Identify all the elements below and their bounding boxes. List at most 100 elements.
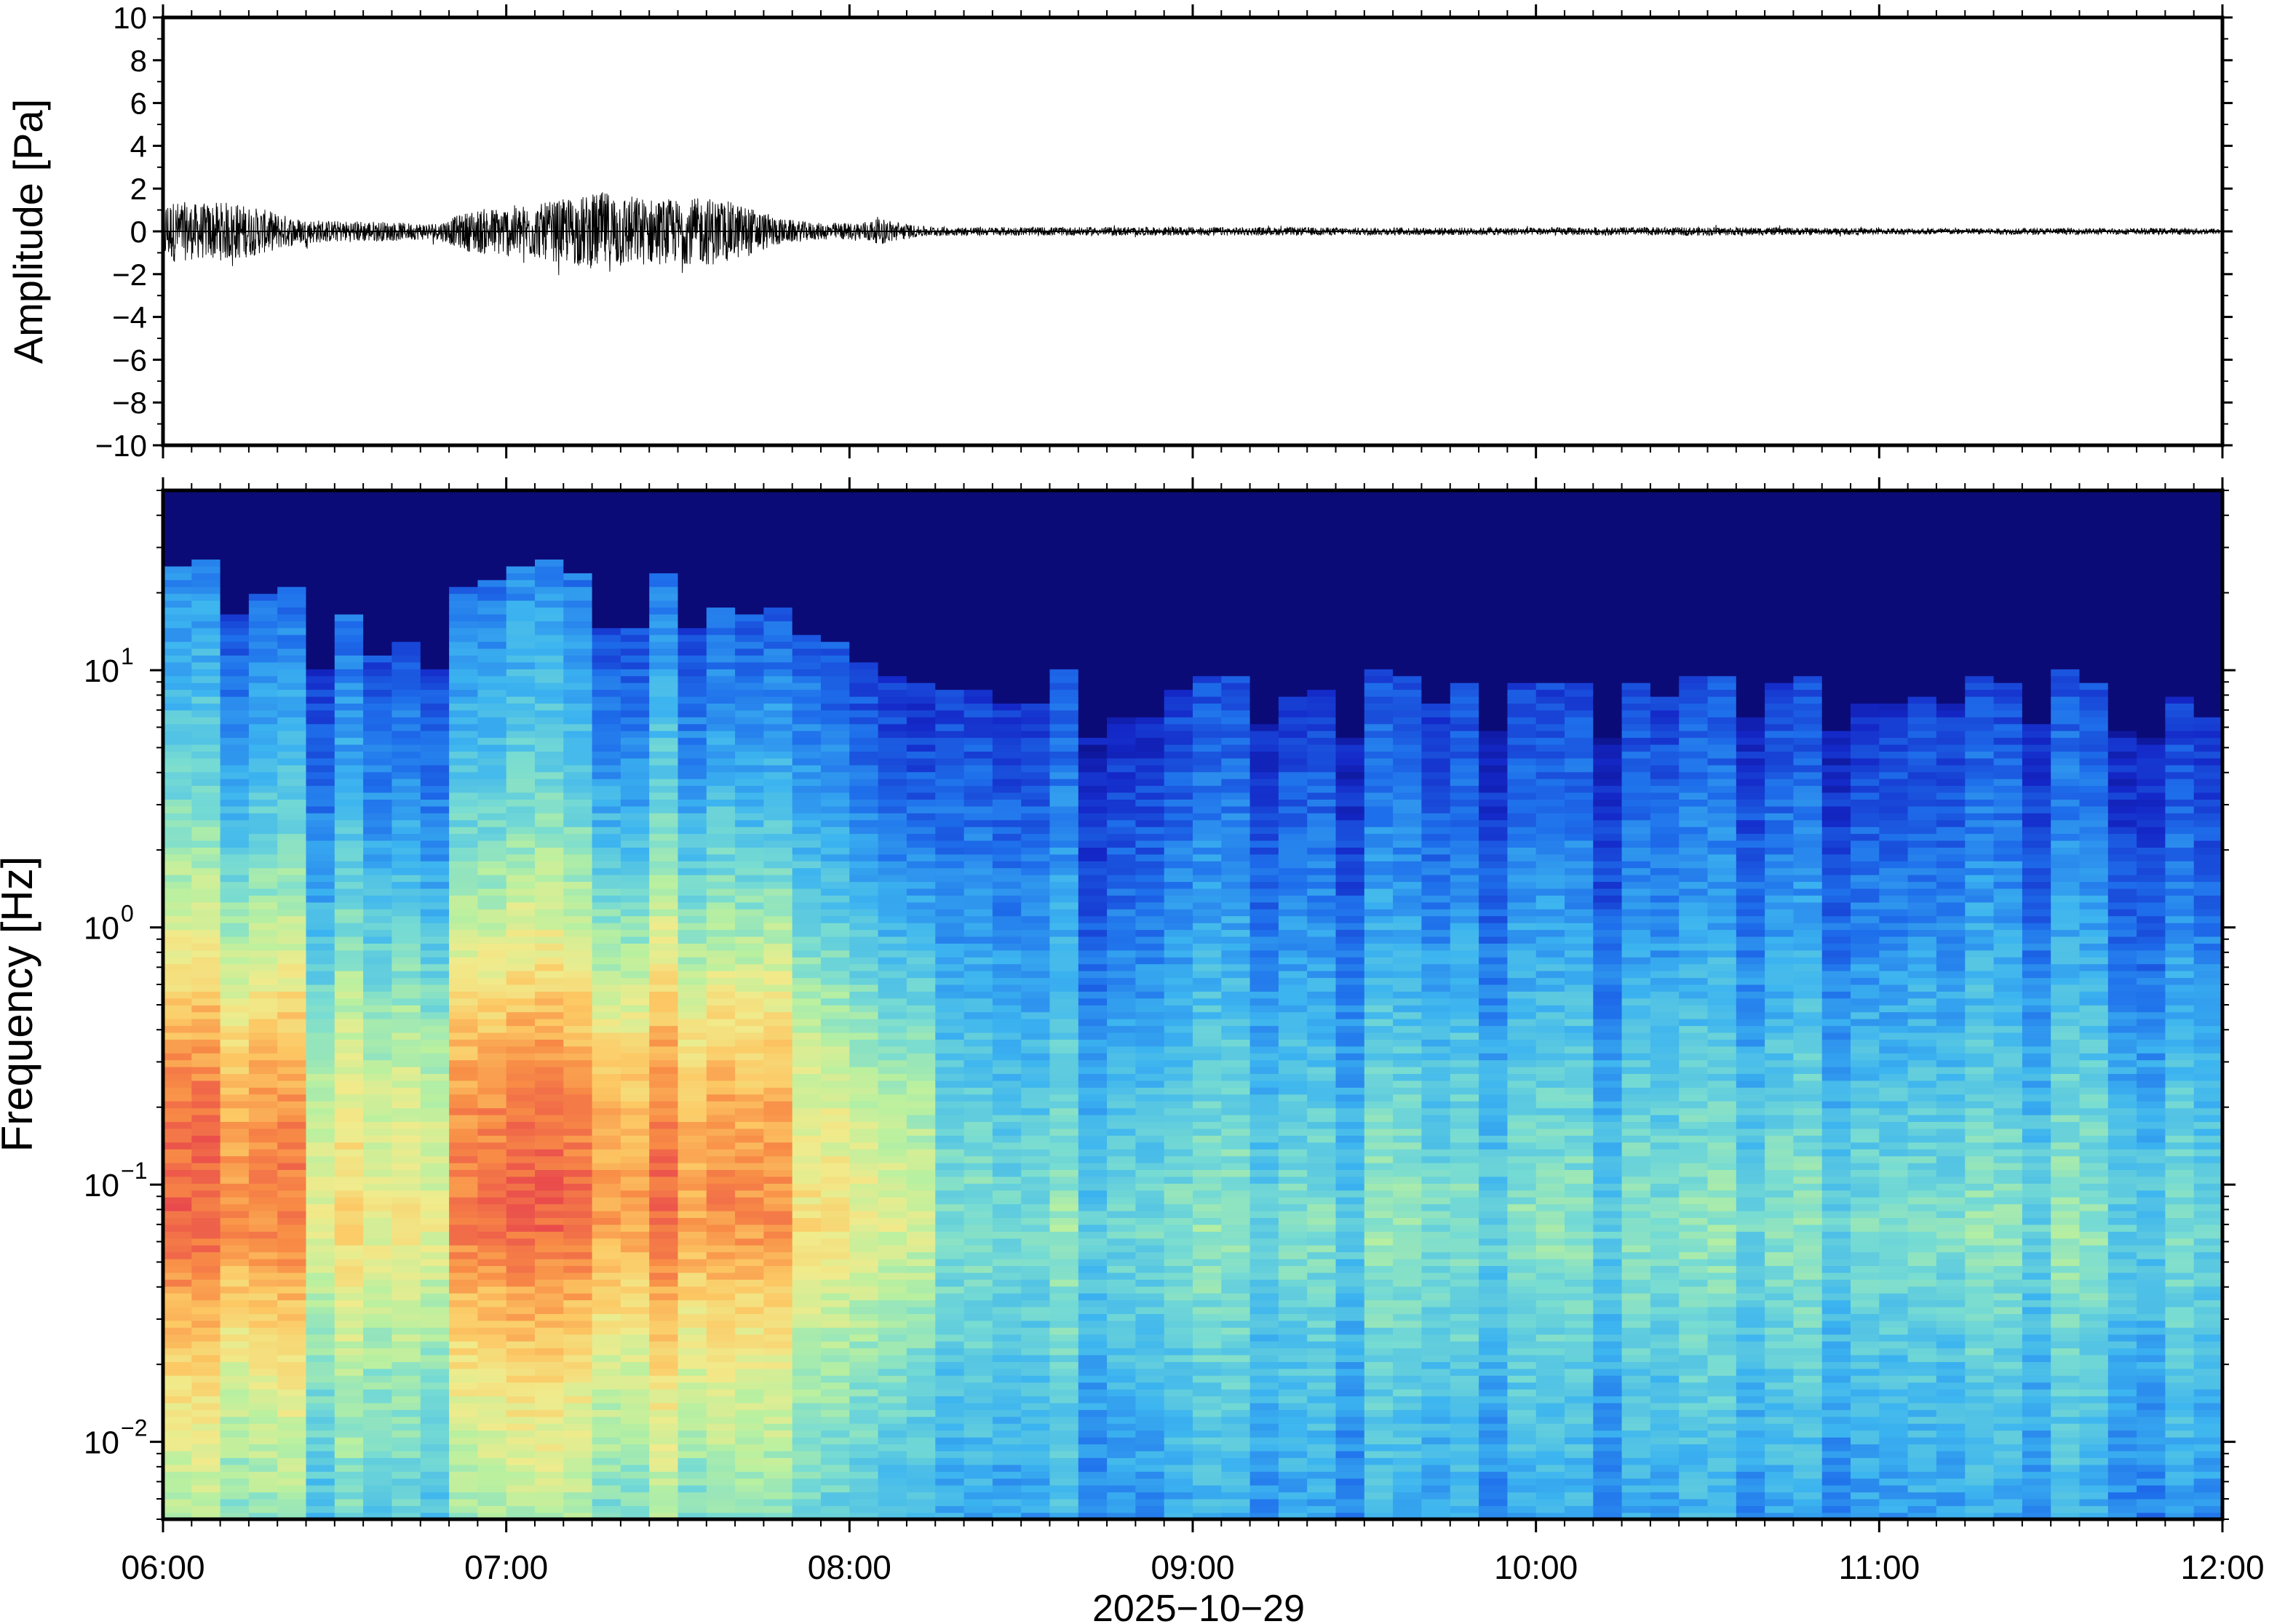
spectrogram-cell	[906, 1121, 936, 1129]
spectrogram-cell	[763, 1265, 793, 1273]
spectrogram-cell	[992, 799, 1022, 807]
spectrogram-cell	[792, 1080, 822, 1088]
spectrogram-cell	[649, 1018, 679, 1027]
spectrogram-cell	[535, 936, 565, 944]
spectrogram-cell	[821, 922, 851, 931]
spectrogram-cell	[1049, 840, 1079, 848]
spectrogram-cell	[506, 1505, 536, 1513]
spectrogram-cell	[992, 737, 1022, 745]
spectrogram-cell	[792, 1101, 822, 1109]
spectrogram-cell	[763, 1190, 793, 1198]
spectrogram-cell	[1049, 579, 1079, 587]
spectrogram-cell	[792, 511, 822, 519]
spectrogram-cell	[535, 1457, 565, 1465]
spectrogram-cell	[1049, 1046, 1079, 1054]
spectrogram-cell	[334, 1251, 364, 1259]
spectrogram-cell	[1021, 977, 1051, 985]
spectrogram-cell	[392, 600, 421, 608]
spectrogram-cell	[592, 517, 621, 525]
spectrogram-cell	[706, 874, 736, 883]
spectrogram-cell	[821, 1368, 851, 1376]
spectrogram-cell	[1049, 1471, 1079, 1479]
spectrogram-cell	[306, 929, 335, 937]
spectrogram-cell	[220, 805, 250, 813]
spectrogram-cell	[248, 1238, 278, 1246]
spectrogram-cell	[992, 861, 1022, 869]
spectrogram-cell	[163, 607, 193, 615]
spectrogram-cell	[477, 586, 507, 594]
spectrogram-cell	[477, 1450, 507, 1458]
spectrogram-cell	[191, 1505, 221, 1513]
spectrogram-cell	[1021, 778, 1051, 787]
spectrogram-cell	[163, 1039, 193, 1047]
spectrogram-cell	[992, 696, 1022, 704]
spectrogram-cell	[935, 717, 965, 725]
spectrogram-cell	[792, 819, 822, 827]
spectrogram-cell	[592, 929, 621, 937]
spectrogram-cell	[706, 1196, 736, 1205]
spectrogram-cell	[420, 1258, 450, 1266]
spectrogram-cell	[191, 1135, 221, 1143]
spectrogram-cell	[792, 689, 822, 697]
spectrogram-cell	[878, 1498, 907, 1506]
spectrogram-cell	[735, 1492, 765, 1500]
spectrogram-cell	[449, 703, 479, 711]
spectrogram-cell	[1049, 1340, 1079, 1349]
spectrogram-cell	[191, 1196, 221, 1205]
spectrogram-cell	[191, 717, 221, 725]
spectrogram-cell	[277, 1402, 307, 1410]
spectrogram-cell	[449, 1457, 479, 1465]
spectrogram-cell	[306, 1430, 335, 1438]
spectrogram-cell	[963, 922, 993, 931]
spectrogram-cell	[477, 1279, 507, 1287]
spectrogram-cell	[506, 977, 536, 985]
spectrogram-cell	[220, 1135, 250, 1143]
spectrogram-cell	[792, 593, 822, 601]
spectrogram-cell	[191, 1265, 221, 1273]
spectrogram-cell	[849, 1320, 879, 1328]
spectrogram-cell	[1049, 655, 1079, 663]
spectrogram-cell	[392, 915, 421, 923]
spectrogram-cell	[935, 641, 965, 649]
spectrogram-cell	[735, 709, 765, 717]
spectrogram-cell	[449, 799, 479, 807]
spectrogram-cell	[477, 531, 507, 539]
spectrogram-cell	[363, 1478, 393, 1486]
spectrogram-cell	[392, 1478, 421, 1486]
spectrogram-cell	[563, 1348, 593, 1356]
spectrogram-cell	[220, 1258, 250, 1266]
spectrogram-cell	[420, 888, 450, 896]
spectrogram-cell	[677, 1018, 707, 1027]
spectrogram-cell	[649, 1368, 679, 1376]
spectrogram-cell	[878, 1251, 907, 1259]
spectrogram-cell	[392, 1423, 421, 1431]
spectrogram-cell	[535, 1464, 565, 1472]
spectrogram-cell	[563, 669, 593, 677]
spectrogram-cell	[878, 689, 907, 697]
spectrogram-cell	[792, 1505, 822, 1513]
spectrogram-cell	[763, 785, 793, 793]
spectrogram-cell	[220, 861, 250, 869]
spectrogram-cell	[706, 538, 736, 546]
spectrogram-cell	[763, 634, 793, 642]
spectrogram-cell	[363, 1464, 393, 1472]
spectrogram-cell	[334, 895, 364, 903]
spectrogram-cell	[963, 641, 993, 649]
spectrogram-cell	[992, 867, 1022, 875]
spectrogram-cell	[306, 586, 335, 594]
spectrogram-cell	[592, 1107, 621, 1115]
spectrogram-cell	[191, 1492, 221, 1500]
spectrogram-cell	[420, 559, 450, 567]
spectrogram-cell	[306, 805, 335, 813]
spectrogram-cell	[277, 613, 307, 621]
spectrogram-cell	[277, 1155, 307, 1163]
spectrogram-cell	[592, 1231, 621, 1239]
spectrogram-cell	[306, 813, 335, 821]
spectrogram-cell	[677, 709, 707, 717]
spectrogram-cell	[763, 1135, 793, 1143]
spectrogram-cell	[906, 696, 936, 704]
spectrogram-cell	[563, 1368, 593, 1376]
spectrogram-cell	[592, 641, 621, 649]
spectrogram-cell	[792, 1299, 822, 1307]
